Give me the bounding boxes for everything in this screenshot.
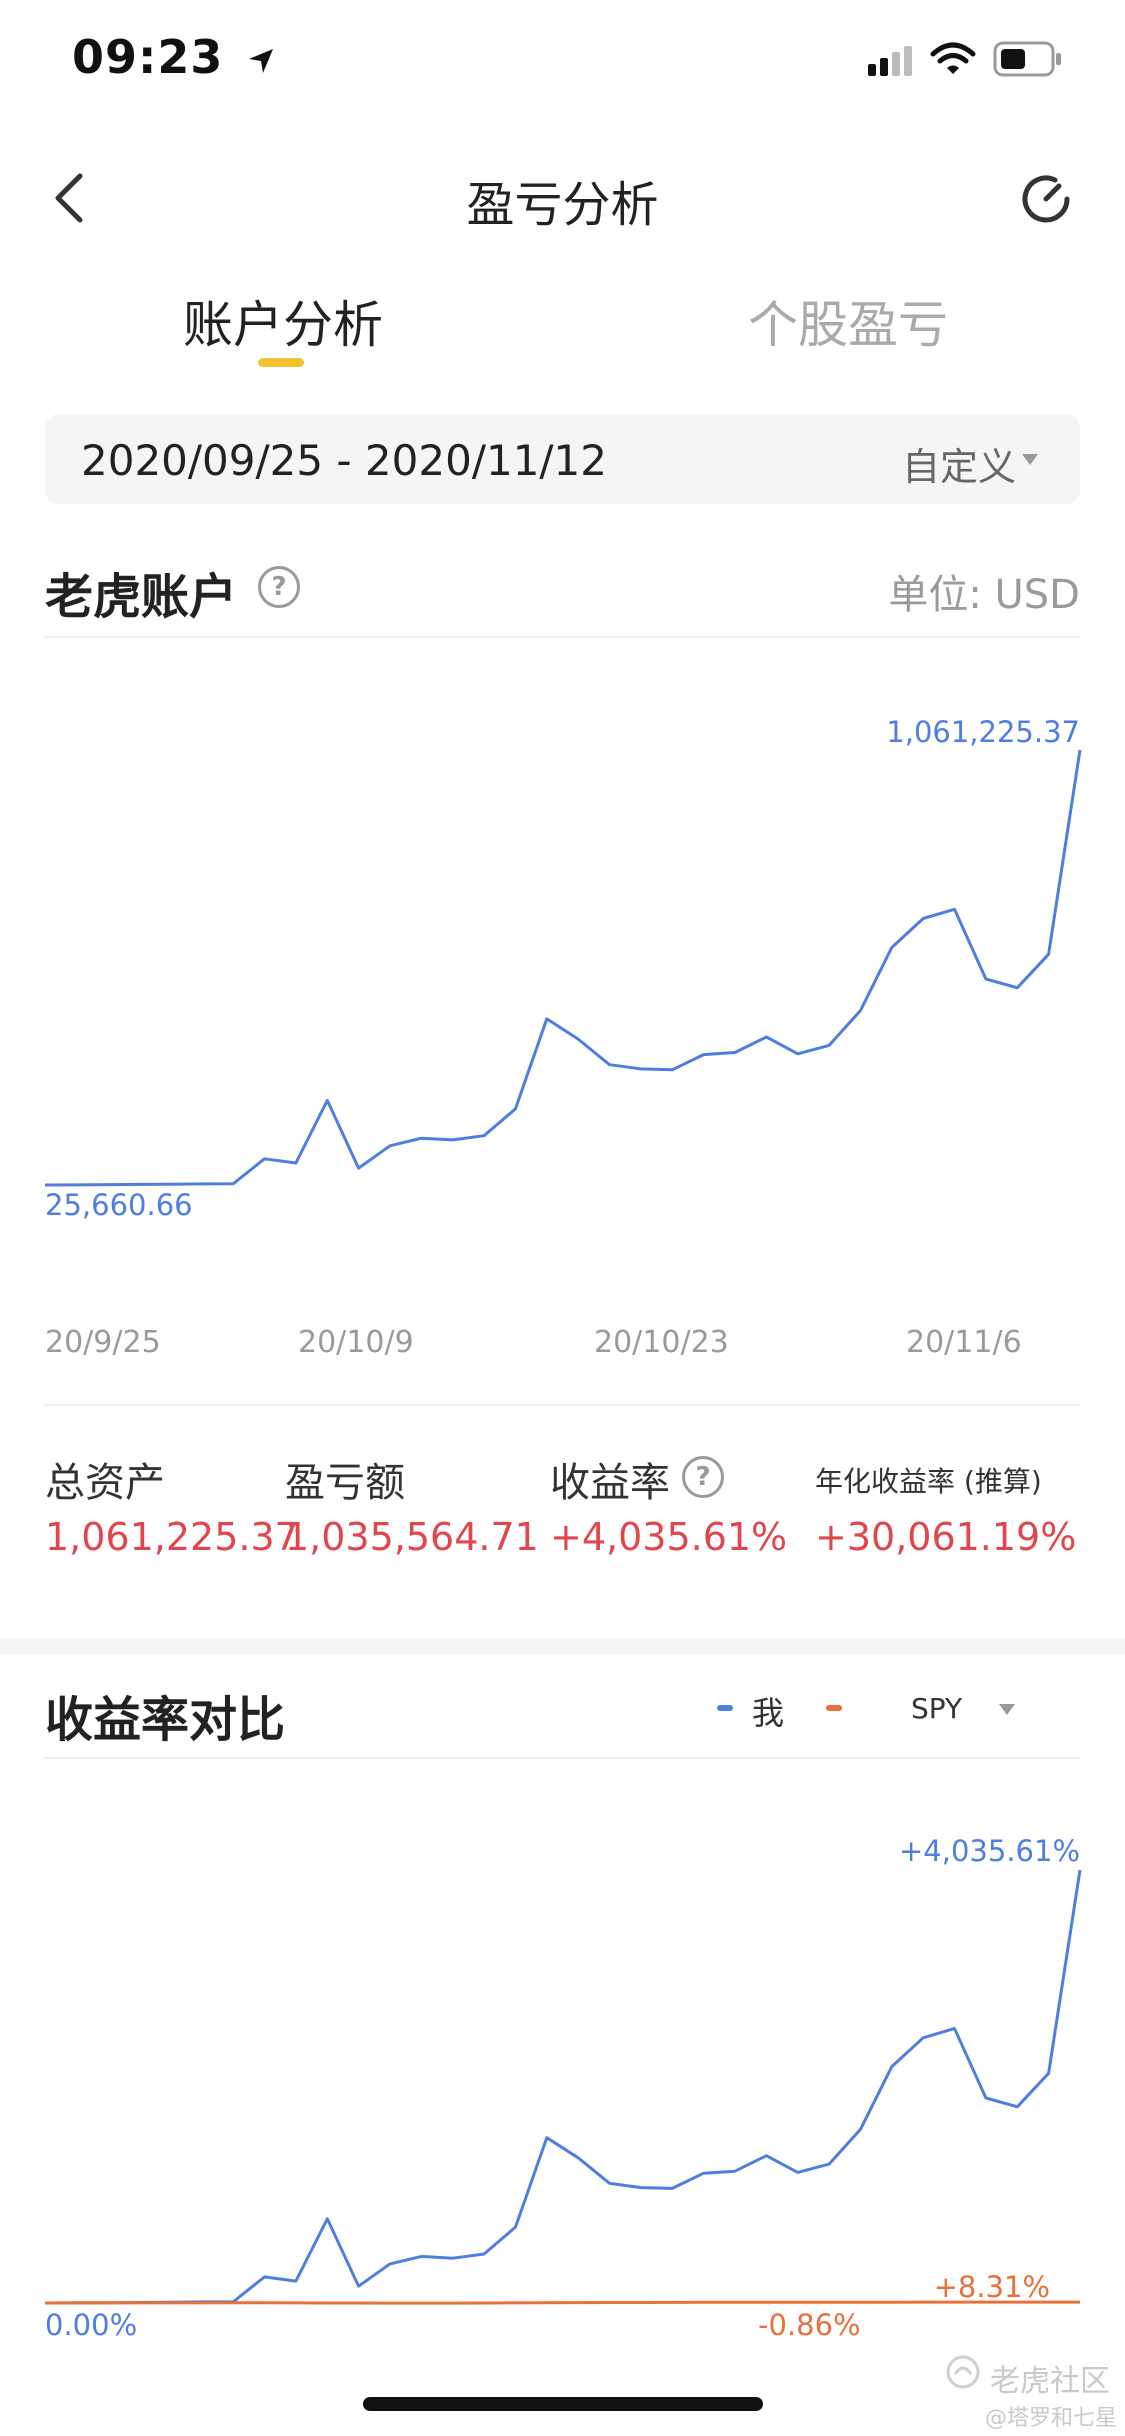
stat-pnl-label: 盈亏额: [285, 1460, 405, 1506]
refresh-clock-icon[interactable]: [1017, 170, 1075, 228]
caret-down-icon: [1022, 454, 1038, 465]
date-range-selector[interactable]: 2020/09/25 - 2020/11/12 自定义: [45, 414, 1080, 504]
cellular-signal-icon: [868, 46, 912, 76]
tab-stock-pnl-label: 个股盈亏: [748, 296, 948, 354]
account-value-series-line: [44, 749, 1082, 1187]
stat-total-assets-value: 1,061,225.37: [45, 1515, 299, 1559]
me-return-series-line: [44, 1869, 1082, 2305]
stat-annual-return-value: +30,061.19%: [815, 1515, 1077, 1559]
tab-account-analysis[interactable]: 账户分析: [183, 285, 383, 357]
legend-me-label: 我: [752, 1694, 785, 1732]
date-mode-dropdown[interactable]: 自定义: [902, 436, 1016, 491]
section-divider: [45, 636, 1080, 638]
chart-start-value: 25,660.66: [45, 1188, 193, 1222]
watermark-sub: @塔罗和七星: [985, 2406, 1118, 2431]
help-icon[interactable]: ?: [258, 566, 300, 608]
chart-end-value: 1,061,225.37: [886, 715, 1080, 749]
x-tick-label: 20/10/9: [298, 1325, 414, 1360]
section-divider: [45, 1757, 1080, 1759]
active-tab-indicator: [258, 358, 304, 367]
back-chevron-icon[interactable]: [50, 170, 90, 226]
legend-spy-dot: [826, 1705, 842, 1711]
compare-title: 收益率对比: [45, 1692, 286, 1748]
x-tick-label: 20/11/6: [906, 1325, 1022, 1360]
spy-min-return: -0.86%: [758, 2308, 861, 2342]
battery-icon: [993, 41, 1061, 77]
me-end-return: +4,035.61%: [899, 1834, 1080, 1868]
x-tick-label: 20/9/25: [45, 1325, 161, 1360]
stat-return-label: 收益率: [550, 1460, 670, 1506]
spy-return-series-line: [45, 2300, 1080, 2305]
date-range-text: 2020/09/25 - 2020/11/12: [81, 436, 608, 485]
return-help-icon[interactable]: ?: [682, 1456, 724, 1498]
location-arrow-icon: [249, 48, 274, 73]
legend-me-dot: [717, 1705, 733, 1711]
status-time-text: 09:23: [72, 30, 224, 84]
tab-stock-pnl[interactable]: 个股盈亏: [748, 285, 948, 357]
spy-end-return: +8.31%: [933, 2270, 1050, 2304]
account-value-chart: [44, 749, 1082, 1187]
tiger-community-logo-icon: [946, 2355, 980, 2389]
watermark-main: 老虎社区: [990, 2364, 1110, 2399]
start-return: 0.00%: [45, 2308, 138, 2342]
account-title: 老虎账户: [45, 569, 238, 625]
unit-label: 单位: USD: [888, 572, 1080, 618]
caret-down-icon: [999, 1704, 1015, 1715]
stat-annual-return-label: 年化收益率 (推算): [815, 1465, 1042, 1498]
return-comparison-chart: [44, 1869, 1082, 2305]
benchmark-dropdown[interactable]: SPY: [911, 1692, 962, 1725]
stat-pnl-value: 1,035,564.71: [285, 1515, 539, 1559]
stat-return-value: +4,035.61%: [550, 1515, 788, 1559]
chart-bottom-divider: [45, 1404, 1080, 1406]
section-gap: [0, 1638, 1125, 1654]
page-title: 盈亏分析: [466, 177, 659, 233]
benchmark-label: SPY: [911, 1692, 963, 1725]
date-mode-label: 自定义: [901, 445, 1016, 489]
wifi-icon: [930, 42, 976, 74]
home-indicator: [363, 2397, 763, 2411]
stat-total-assets-label: 总资产: [45, 1460, 165, 1506]
tab-account-analysis-label: 账户分析: [183, 296, 383, 354]
status-time: 09:23: [72, 30, 276, 84]
x-tick-label: 20/10/23: [594, 1325, 729, 1360]
